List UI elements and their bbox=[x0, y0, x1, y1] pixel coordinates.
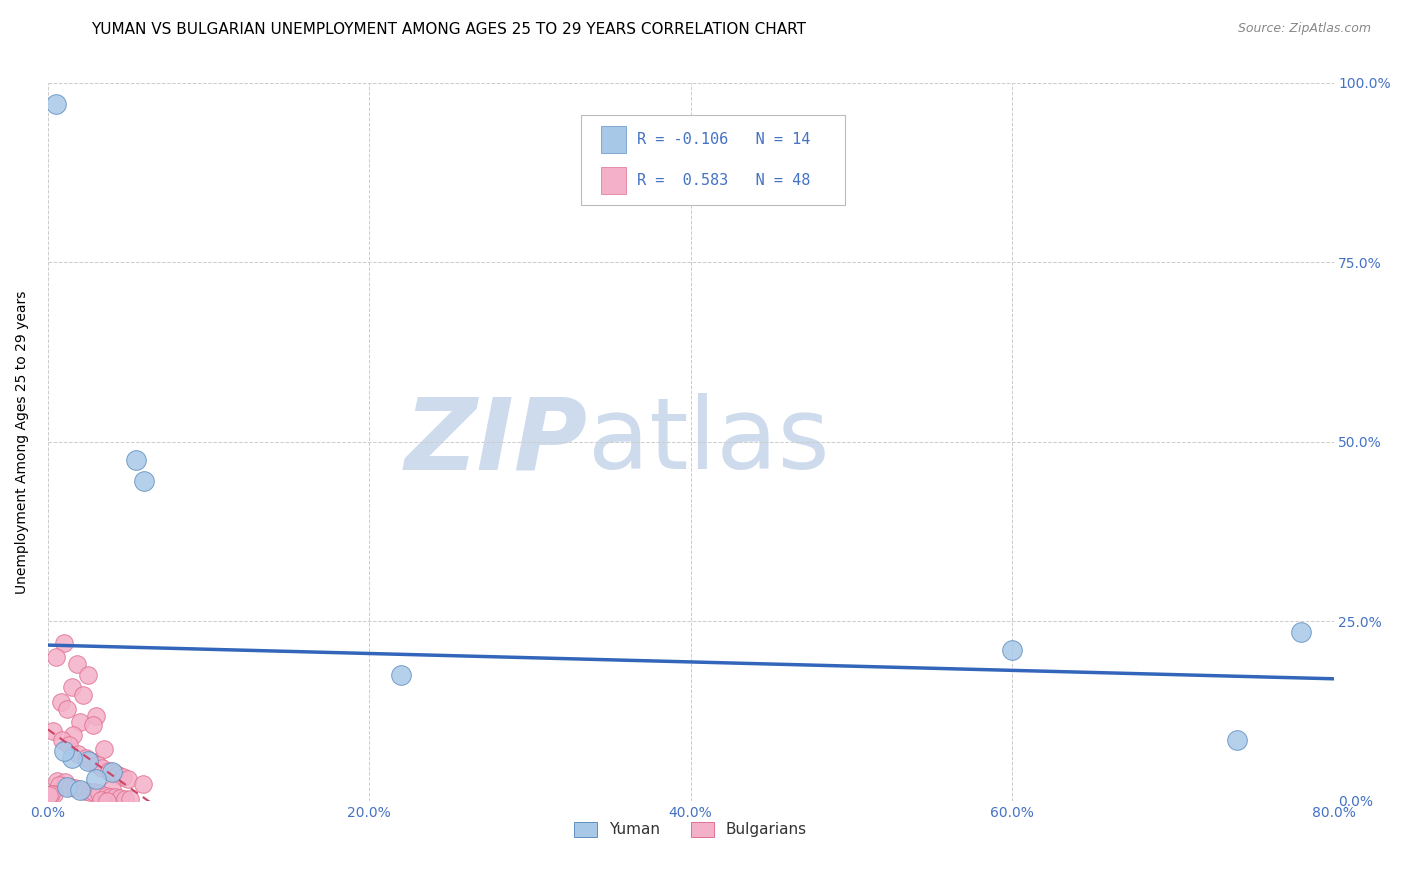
Point bbox=[84, 772, 107, 787]
Point bbox=[58, 738, 80, 752]
Point bbox=[38, 788, 60, 802]
Point bbox=[86, 758, 108, 772]
Point bbox=[69, 783, 91, 797]
Point bbox=[72, 688, 94, 702]
Point bbox=[51, 732, 73, 747]
Point bbox=[49, 695, 72, 709]
Point bbox=[389, 668, 412, 682]
Point bbox=[89, 786, 111, 800]
Point bbox=[101, 765, 124, 780]
Point bbox=[94, 789, 117, 803]
Point bbox=[55, 775, 77, 789]
Text: R = -0.106   N = 14: R = -0.106 N = 14 bbox=[637, 132, 810, 147]
Point bbox=[48, 778, 70, 792]
Point bbox=[1001, 643, 1024, 657]
Point bbox=[56, 702, 79, 716]
Legend: Yuman, Bulgarians: Yuman, Bulgarians bbox=[568, 816, 813, 844]
Point bbox=[75, 751, 97, 765]
Point bbox=[104, 790, 127, 805]
Point bbox=[66, 657, 89, 672]
Point bbox=[60, 681, 83, 695]
Point bbox=[45, 97, 67, 112]
Point bbox=[93, 742, 115, 756]
Point bbox=[84, 709, 107, 723]
Point bbox=[63, 780, 86, 795]
Point bbox=[1291, 625, 1313, 640]
Point bbox=[114, 791, 136, 805]
Point bbox=[117, 772, 139, 787]
Point bbox=[52, 744, 75, 758]
Point bbox=[80, 755, 103, 769]
Point bbox=[62, 728, 84, 742]
Point bbox=[46, 773, 69, 788]
Point bbox=[103, 765, 125, 780]
Point bbox=[59, 780, 82, 794]
FancyBboxPatch shape bbox=[600, 126, 626, 153]
Point bbox=[82, 718, 104, 732]
Point bbox=[77, 668, 100, 682]
FancyBboxPatch shape bbox=[600, 167, 626, 194]
Point bbox=[56, 780, 79, 794]
Text: YUMAN VS BULGARIAN UNEMPLOYMENT AMONG AGES 25 TO 29 YEARS CORRELATION CHART: YUMAN VS BULGARIAN UNEMPLOYMENT AMONG AG… bbox=[91, 22, 807, 37]
Point bbox=[100, 789, 122, 804]
Point bbox=[60, 751, 83, 765]
Point bbox=[91, 761, 114, 775]
Text: atlas: atlas bbox=[588, 393, 830, 491]
Point bbox=[134, 475, 156, 489]
Point bbox=[112, 770, 135, 784]
Point bbox=[69, 714, 91, 729]
Text: R =  0.583   N = 48: R = 0.583 N = 48 bbox=[637, 173, 810, 188]
Point bbox=[67, 747, 90, 762]
Y-axis label: Unemployment Among Ages 25 to 29 years: Unemployment Among Ages 25 to 29 years bbox=[15, 290, 30, 593]
Point bbox=[73, 784, 96, 798]
Text: Source: ZipAtlas.com: Source: ZipAtlas.com bbox=[1237, 22, 1371, 36]
Point bbox=[39, 788, 62, 802]
Point bbox=[118, 792, 141, 806]
Point bbox=[44, 787, 66, 801]
Point bbox=[1226, 732, 1249, 747]
Point bbox=[90, 793, 112, 807]
Point bbox=[83, 785, 105, 799]
Point bbox=[96, 794, 118, 808]
Point bbox=[97, 764, 120, 778]
Point bbox=[45, 650, 67, 665]
Point bbox=[125, 453, 148, 467]
Point bbox=[41, 723, 63, 738]
Text: ZIP: ZIP bbox=[405, 393, 588, 491]
Point bbox=[131, 777, 153, 791]
Point bbox=[107, 768, 129, 782]
Point bbox=[108, 791, 131, 805]
FancyBboxPatch shape bbox=[581, 115, 845, 205]
Point bbox=[101, 782, 124, 797]
Point bbox=[79, 784, 101, 798]
Point bbox=[77, 755, 100, 769]
Point bbox=[52, 636, 75, 650]
